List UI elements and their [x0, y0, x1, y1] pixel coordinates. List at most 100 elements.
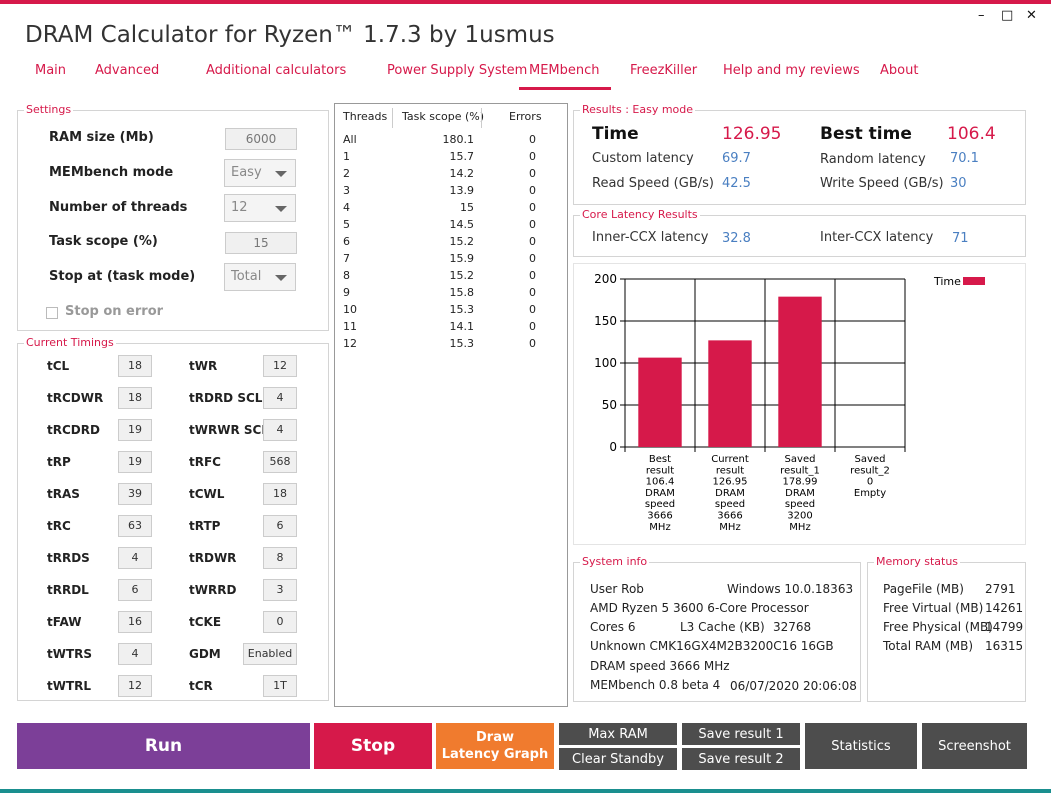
- statistics-button[interactable]: Statistics: [805, 723, 917, 769]
- timing-value[interactable]: 3: [263, 579, 297, 601]
- tab-power-supply-system[interactable]: Power Supply System: [387, 63, 528, 78]
- chart-panel: 0 50 100 150 200 Best result 106.4 DRAM speed 3666…: [573, 263, 1026, 545]
- x-category-label: 178.99: [783, 477, 818, 488]
- timing-label: tCR: [189, 679, 213, 693]
- task-scope-cell: 15.7: [449, 150, 475, 163]
- x-category-label: DRAM: [785, 488, 815, 499]
- timing-value[interactable]: 18: [263, 483, 297, 505]
- memory-status-label: PageFile (MB): [883, 582, 964, 596]
- stop-button[interactable]: Stop: [314, 723, 432, 769]
- tab-help-and-reviews[interactable]: Help and my reviews: [723, 63, 860, 78]
- clear-standby-label: Clear Standby: [572, 751, 664, 767]
- cores-text: Cores 6: [590, 620, 636, 634]
- time-bar-chart: 050100150200Bestresult106.4DRAMspeed3666…: [594, 272, 985, 533]
- results-group: Results : Easy mode Time 126.95 Best tim…: [573, 103, 1026, 205]
- stop-at-value: Total: [231, 269, 262, 284]
- thread-id-cell: 1: [343, 150, 350, 163]
- membench-mode-select[interactable]: Easy: [224, 159, 296, 187]
- results-title: Results : Easy mode: [580, 103, 696, 117]
- timing-value[interactable]: Enabled: [243, 643, 297, 665]
- max-ram-button[interactable]: Max RAM: [559, 723, 677, 745]
- timing-value[interactable]: 12: [118, 675, 152, 697]
- tab-about[interactable]: About: [880, 63, 919, 78]
- timing-value[interactable]: 0: [263, 611, 297, 633]
- timing-value[interactable]: 12: [263, 355, 297, 377]
- task-scope-field[interactable]: 15: [225, 232, 297, 254]
- chevron-down-icon: [275, 206, 287, 212]
- task-scope-cell: 15.2: [449, 269, 475, 282]
- timing-value[interactable]: 63: [118, 515, 152, 537]
- task-scope-cell: 14.1: [449, 320, 475, 333]
- y-tick-label: 0: [609, 440, 617, 454]
- screenshot-button[interactable]: Screenshot: [922, 723, 1027, 769]
- thread-id-cell: 7: [343, 252, 350, 265]
- minimize-icon[interactable]: –: [978, 8, 985, 23]
- tab-freezkiller[interactable]: FreezKiller: [630, 63, 698, 78]
- timing-value[interactable]: 19: [118, 419, 152, 441]
- timing-label: tRP: [47, 455, 71, 469]
- timing-value[interactable]: 19: [118, 451, 152, 473]
- timing-label: tRRDS: [47, 551, 90, 565]
- inner-ccx-value: 32.8: [722, 231, 751, 246]
- timing-value[interactable]: 39: [118, 483, 152, 505]
- tab-membench[interactable]: MEMbench: [519, 62, 611, 90]
- x-category-label: Current: [711, 454, 749, 465]
- timing-value[interactable]: 18: [118, 355, 152, 377]
- errors-header: Errors: [509, 110, 542, 123]
- l3-cache-label: L3 Cache (KB): [680, 620, 765, 634]
- random-latency-value: 70.1: [950, 151, 979, 166]
- task-scope-cell: 15.3: [449, 303, 475, 316]
- x-category-label: 106.4: [646, 477, 675, 488]
- timing-value[interactable]: 16: [118, 611, 152, 633]
- run-button[interactable]: Run: [17, 723, 310, 769]
- threads-count-select[interactable]: 12: [224, 194, 296, 222]
- timing-value[interactable]: 18: [118, 387, 152, 409]
- x-category-label: result_1: [780, 465, 820, 476]
- timing-value[interactable]: 4: [263, 419, 297, 441]
- save-result-2-button[interactable]: Save result 2: [682, 748, 800, 770]
- timing-value[interactable]: 4: [118, 643, 152, 665]
- settings-group: Settings RAM size (Mb) 6000 MEMbench mod…: [17, 103, 329, 331]
- chart-bar: [638, 357, 682, 447]
- task-scope-cell: 15.9: [449, 252, 475, 265]
- membench-mode-label: MEMbench mode: [49, 165, 174, 180]
- core-latency-title: Core Latency Results: [580, 208, 700, 222]
- y-tick-label: 200: [594, 272, 617, 286]
- timing-value[interactable]: 568: [263, 451, 297, 473]
- timing-value[interactable]: 6: [118, 579, 152, 601]
- datetime-text: 06/07/2020 20:06:08: [730, 679, 857, 693]
- task-scope-cell: 15: [460, 201, 474, 214]
- tab-main[interactable]: Main: [35, 63, 67, 78]
- timing-value[interactable]: 4: [118, 547, 152, 569]
- timing-value[interactable]: 6: [263, 515, 297, 537]
- clear-standby-button[interactable]: Clear Standby: [559, 748, 677, 770]
- timing-value[interactable]: 8: [263, 547, 297, 569]
- tab-additional-calculators[interactable]: Additional calculators: [206, 63, 347, 78]
- column-divider: [392, 108, 393, 128]
- best-time-value: 106.4: [947, 124, 996, 144]
- save-result-1-button[interactable]: Save result 1: [682, 723, 800, 745]
- stop-at-select[interactable]: Total: [224, 263, 296, 291]
- x-category-label: 0: [867, 477, 873, 488]
- maximize-icon[interactable]: □: [1001, 8, 1014, 23]
- timing-label: tCKE: [189, 615, 222, 629]
- memory-status-label: Total RAM (MB): [883, 639, 974, 653]
- system-info-title: System info: [580, 555, 650, 569]
- time-label: Time: [592, 124, 639, 144]
- task-scope-cell: 15.3: [449, 337, 475, 350]
- timing-label: tRRDL: [47, 583, 89, 597]
- membench-mode-value: Easy: [231, 165, 262, 180]
- x-category-label: result: [646, 465, 674, 476]
- tab-advanced[interactable]: Advanced: [95, 63, 160, 78]
- memory-module-text: Unknown CMK16GX4M2B3200C16 16GB: [590, 639, 834, 653]
- memory-status-group: Memory status PageFile (MB) 2791 Free Virt…: [867, 555, 1026, 702]
- legend-label: Time: [933, 275, 961, 288]
- draw-latency-graph-button[interactable]: Draw Latency Graph: [436, 723, 554, 769]
- timing-label: tWRRD: [189, 583, 237, 597]
- memory-status-label: Free Virtual (MB): [883, 601, 984, 615]
- timing-value[interactable]: 4: [263, 387, 297, 409]
- ram-size-field[interactable]: 6000: [225, 128, 297, 150]
- close-icon[interactable]: ✕: [1026, 8, 1037, 23]
- stop-on-error-checkbox[interactable]: [46, 307, 58, 319]
- timing-value[interactable]: 1T: [263, 675, 297, 697]
